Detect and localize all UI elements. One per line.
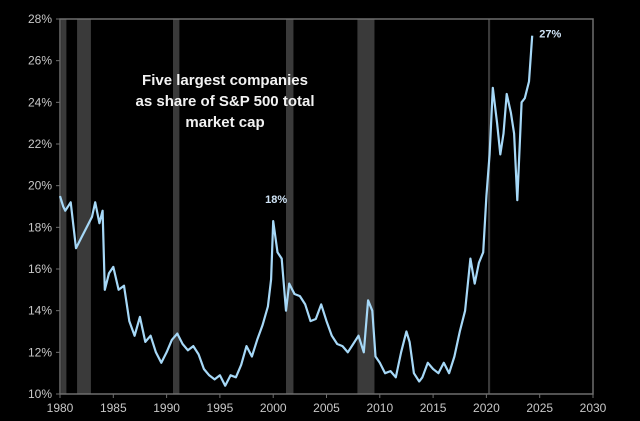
series-line (58, 35, 534, 387)
x-tick-label: 2030 (580, 401, 607, 415)
recession-band (285, 19, 294, 394)
annotation-label: 27% (539, 29, 561, 41)
y-tick-label: 12% (28, 345, 52, 359)
x-axis: 1980 1985 1990 1995 2000 2005 2010 2015 2020 2025… (47, 394, 607, 415)
x-tick-label: 1985 (100, 401, 127, 415)
recession-band (357, 19, 375, 394)
plot-frame (59, 18, 594, 395)
x-tick-label: 2015 (420, 401, 447, 415)
x-tick-label: 1980 (47, 401, 74, 415)
annotations: 18% 27% (265, 29, 561, 206)
y-tick-label: 26% (28, 54, 52, 68)
y-tick-label: 10% (28, 387, 52, 401)
y-tick-label: 28% (28, 12, 52, 26)
y-axis: 10% 12% 14% 16% 18% 20% 22% 24% 26% 28% (28, 12, 60, 401)
x-tick-label: 1990 (153, 401, 180, 415)
y-tick-label: 24% (28, 95, 52, 109)
x-tick-label: 2005 (313, 401, 340, 415)
x-tick-label: 1995 (207, 401, 234, 415)
x-tick-label: 2000 (260, 401, 287, 415)
recession-band (172, 19, 180, 394)
annotation-label: 18% (265, 194, 287, 206)
y-tick-label: 20% (28, 179, 52, 193)
y-tick-label: 14% (28, 304, 52, 318)
chart-title-line-3: market cap (185, 114, 264, 131)
chart-title-line-1: Five largest companies (142, 72, 308, 89)
x-tick-label: 2020 (473, 401, 500, 415)
y-tick-label: 22% (28, 137, 52, 151)
recession-band (487, 19, 491, 394)
recession-band (77, 19, 91, 394)
x-tick-label: 2025 (526, 401, 553, 415)
x-tick-label: 2010 (366, 401, 393, 415)
chart-title-line-2: as share of S&P 500 total (136, 93, 315, 110)
y-tick-label: 16% (28, 262, 52, 276)
y-tick-label: 18% (28, 220, 52, 234)
